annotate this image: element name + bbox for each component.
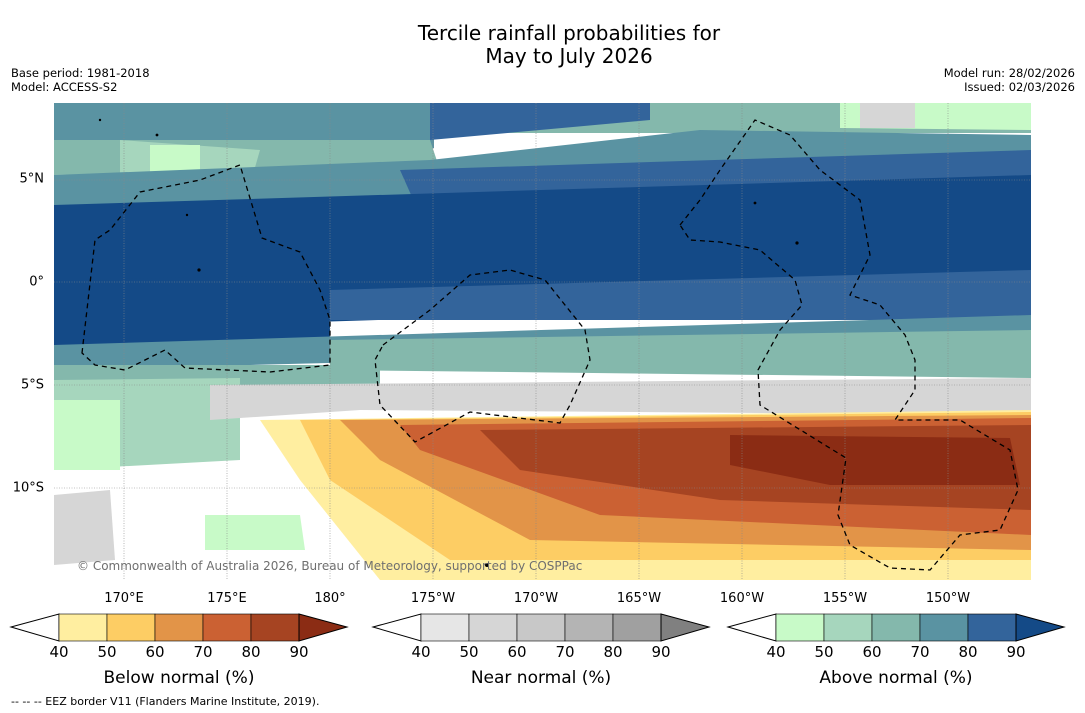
colorbar-near-swatch (469, 614, 517, 641)
colorbar-tick: 70 (193, 643, 212, 661)
lon-label: 160°W (720, 591, 764, 606)
colorbar-tick: 40 (766, 643, 785, 661)
lat-label: 0° (0, 275, 44, 290)
colorbar-tick: 60 (145, 643, 164, 661)
lon-label: 150°W (926, 591, 970, 606)
colorbar-below-swatch (251, 614, 299, 641)
colorbar-above-extend-right (1016, 614, 1064, 641)
colorbar-title-above: Above normal (%) (819, 668, 972, 688)
lon-label: 170°E (104, 591, 144, 606)
colorbar-tick: 60 (507, 643, 526, 661)
colorbar-title-below: Below normal (%) (104, 668, 255, 688)
colorbar-title-near: Near normal (%) (471, 668, 611, 688)
lat-label: 10°S (0, 481, 44, 496)
lon-label: 180° (314, 591, 345, 606)
colorbar-above-swatch (872, 614, 920, 641)
colorbar-below-extend-left (11, 614, 59, 641)
colorbar-below-swatch (155, 614, 203, 641)
footnote: -- -- -- EEZ border V11 (Flanders Marine… (11, 695, 319, 708)
colorbar-tick: 90 (289, 643, 308, 661)
colorbar-tick: 50 (97, 643, 116, 661)
colorbar-tick: 70 (910, 643, 929, 661)
colorbar-tick: 80 (958, 643, 977, 661)
colorbar-above (728, 614, 1064, 641)
colorbar-above-swatch (776, 614, 824, 641)
lon-label: 165°W (617, 591, 661, 606)
lon-label: 170°W (514, 591, 558, 606)
lat-label: 5°S (0, 378, 44, 393)
band-near-north (860, 103, 915, 128)
band-above-40-sw (54, 400, 120, 470)
map-fields (54, 103, 1031, 580)
colorbar-above-swatch (920, 614, 968, 641)
colorbar-near-extend-left (373, 614, 421, 641)
band-above-40-patch-s (205, 515, 305, 550)
colorbar-tick: 40 (49, 643, 68, 661)
colorbar-below-swatch (107, 614, 155, 641)
colorbar-tick: 50 (459, 643, 478, 661)
colorbar-near-swatch (613, 614, 661, 641)
colorbar-tick: 90 (651, 643, 670, 661)
colorbar-tick: 90 (1006, 643, 1025, 661)
colorbar-below-swatch (59, 614, 107, 641)
band-near-patch-s (54, 490, 115, 565)
lon-label: 175°W (411, 591, 455, 606)
colorbar-near-swatch (421, 614, 469, 641)
colorbar-near-extend-right (661, 614, 709, 641)
colorbar-near-swatch (517, 614, 565, 641)
colorbar-below-swatch (203, 614, 251, 641)
lon-label: 155°W (823, 591, 867, 606)
probability-map (0, 0, 1085, 713)
lon-label: 175°E (207, 591, 247, 606)
colorbar-tick: 70 (555, 643, 574, 661)
copyright-text: © Commonwealth of Australia 2026, Bureau… (77, 559, 582, 573)
colorbar-below (11, 614, 347, 641)
colorbar-tick: 40 (411, 643, 430, 661)
colorbar-near (373, 614, 709, 641)
colorbar-tick: 80 (603, 643, 622, 661)
colorbar-tick: 80 (241, 643, 260, 661)
colorbar-above-extend-left (728, 614, 776, 641)
colorbar-below-extend-right (299, 614, 347, 641)
colorbar-tick: 60 (862, 643, 881, 661)
lat-label: 5°N (0, 172, 44, 187)
colorbar-tick: 50 (814, 643, 833, 661)
colorbar-near-swatch (565, 614, 613, 641)
colorbar-above-swatch (824, 614, 872, 641)
colorbar-above-swatch (968, 614, 1016, 641)
